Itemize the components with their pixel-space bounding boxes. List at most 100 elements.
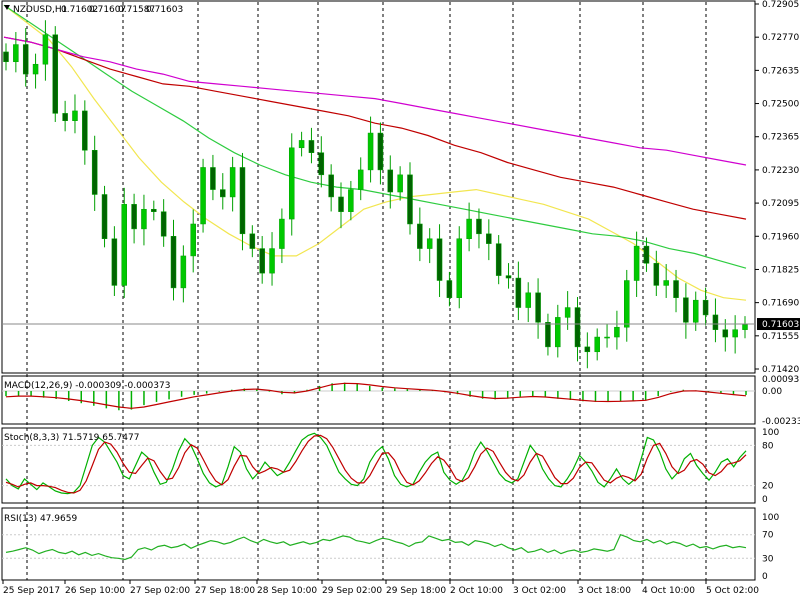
time-tick-label: 28 Sep 10:00: [257, 586, 317, 596]
candle-body: [32, 63, 39, 75]
candle-body: [663, 280, 669, 286]
stoch-k-line: [5, 432, 747, 495]
candle-body: [397, 174, 403, 193]
candle-body: [692, 299, 699, 323]
ohlc-value: 0.71602: [61, 5, 98, 15]
stoch-tick-label: 20: [762, 482, 774, 492]
time-tick-label: 2 Oct 10:00: [450, 586, 503, 596]
ohlc-value: 0.71603: [146, 5, 183, 15]
rsi-tick-label: 70: [762, 531, 774, 541]
candle-body: [338, 196, 344, 212]
candle-body: [525, 292, 531, 308]
candle-body: [643, 245, 650, 264]
time-tick-label: 26 Sep 10:00: [65, 586, 125, 596]
candle-body: [407, 174, 413, 225]
moving-average-line: [3, 4, 747, 269]
price-tick-label: 0.71825: [762, 265, 799, 275]
candle-body: [42, 34, 49, 65]
price-tick-label: 0.72230: [762, 166, 799, 176]
time-tick-label: 29 Sep 18:00: [386, 586, 446, 596]
candle-body: [82, 110, 88, 151]
time-tick-label: 27 Sep 18:00: [195, 586, 255, 596]
macd-panel[interactable]: [1, 375, 756, 425]
candle-body: [633, 245, 640, 281]
candle-body: [22, 44, 29, 75]
current-price-tag: [757, 318, 800, 331]
time-tick-label: 4 Oct 10:00: [642, 586, 695, 596]
candle-body: [732, 329, 738, 338]
candle-body: [624, 280, 630, 328]
candle-body: [131, 204, 137, 230]
candle-body: [52, 34, 59, 114]
candle-body: [141, 208, 147, 230]
candle-body: [101, 194, 108, 239]
candle-body: [476, 218, 482, 235]
candle-body: [426, 238, 433, 249]
candle-body: [210, 167, 216, 190]
symbol-title: NZDUSD,H1: [13, 5, 67, 15]
candle-body: [239, 167, 246, 235]
current-price-label: 0.71603: [762, 320, 799, 330]
rsi-panel[interactable]: [1, 507, 756, 581]
candle-body: [466, 218, 472, 239]
candle-body: [683, 297, 689, 323]
candle-body: [259, 248, 265, 274]
candle-body: [417, 223, 423, 249]
candle-body: [535, 292, 541, 323]
candle-body: [111, 238, 118, 286]
time-tick-label: 29 Sep 02:00: [322, 586, 382, 596]
candle-body: [486, 233, 492, 244]
candle-body: [229, 167, 236, 198]
candle-body: [190, 223, 196, 257]
candle-body: [279, 218, 285, 249]
time-tick-label: 3 Oct 18:00: [578, 586, 631, 596]
candle-body: [348, 189, 354, 212]
candle-body: [220, 189, 226, 198]
candle-body: [249, 233, 256, 249]
rsi-line: [5, 533, 747, 561]
price-tick-label: 0.72635: [762, 66, 799, 76]
stoch-tick-label: 80: [762, 441, 774, 451]
candle-body: [200, 167, 206, 225]
candle-body: [151, 208, 157, 212]
candle-body: [180, 255, 187, 289]
candle-body: [515, 277, 522, 308]
candle-body: [160, 211, 167, 237]
candle-body: [574, 307, 581, 348]
candle-body: [604, 336, 610, 339]
price-tick-label: 0.71555: [762, 332, 799, 342]
candle-body: [446, 280, 453, 298]
macd-tick-label: 0.00: [762, 387, 782, 397]
candle-body: [3, 51, 9, 63]
stoch-panel[interactable]: [1, 427, 756, 504]
dropdown-arrow-icon[interactable]: [4, 5, 10, 10]
macd-title: MACD(12,26,9) -0.000309 -0.000373: [4, 381, 170, 391]
time-tick-label: 25 Sep 2017: [3, 586, 60, 596]
candle-body: [742, 324, 748, 330]
price-tick-label: 0.72500: [762, 100, 799, 110]
candle-body: [673, 280, 679, 298]
candle-body: [367, 132, 374, 171]
time-tick-label: 27 Sep 02:00: [130, 586, 190, 596]
rsi-tick-label: 100: [762, 513, 779, 523]
candle-body: [170, 236, 177, 289]
candle-body: [308, 140, 315, 153]
candle-body: [495, 243, 502, 276]
stoch-d-line: [5, 434, 747, 494]
candle-body: [712, 314, 719, 330]
macd-signal-line: [5, 382, 747, 409]
stoch-title: Stoch(8,3,3) 71.5719 65.7477: [4, 433, 139, 443]
candle-body: [288, 147, 295, 220]
price-panel[interactable]: [1, 0, 756, 374]
price-tick-label: 0.71690: [762, 299, 799, 309]
candle-body: [505, 275, 512, 279]
rsi-title: RSI(13) 47.9659: [4, 514, 77, 524]
price-tick-label: 0.72365: [762, 133, 799, 143]
price-tick-label: 0.72905: [762, 0, 799, 10]
candle-body: [584, 346, 591, 353]
stoch-tick-label: 100: [762, 428, 779, 438]
moving-average-line: [3, 36, 747, 220]
candle-body: [722, 329, 729, 338]
candle-body: [298, 140, 305, 149]
